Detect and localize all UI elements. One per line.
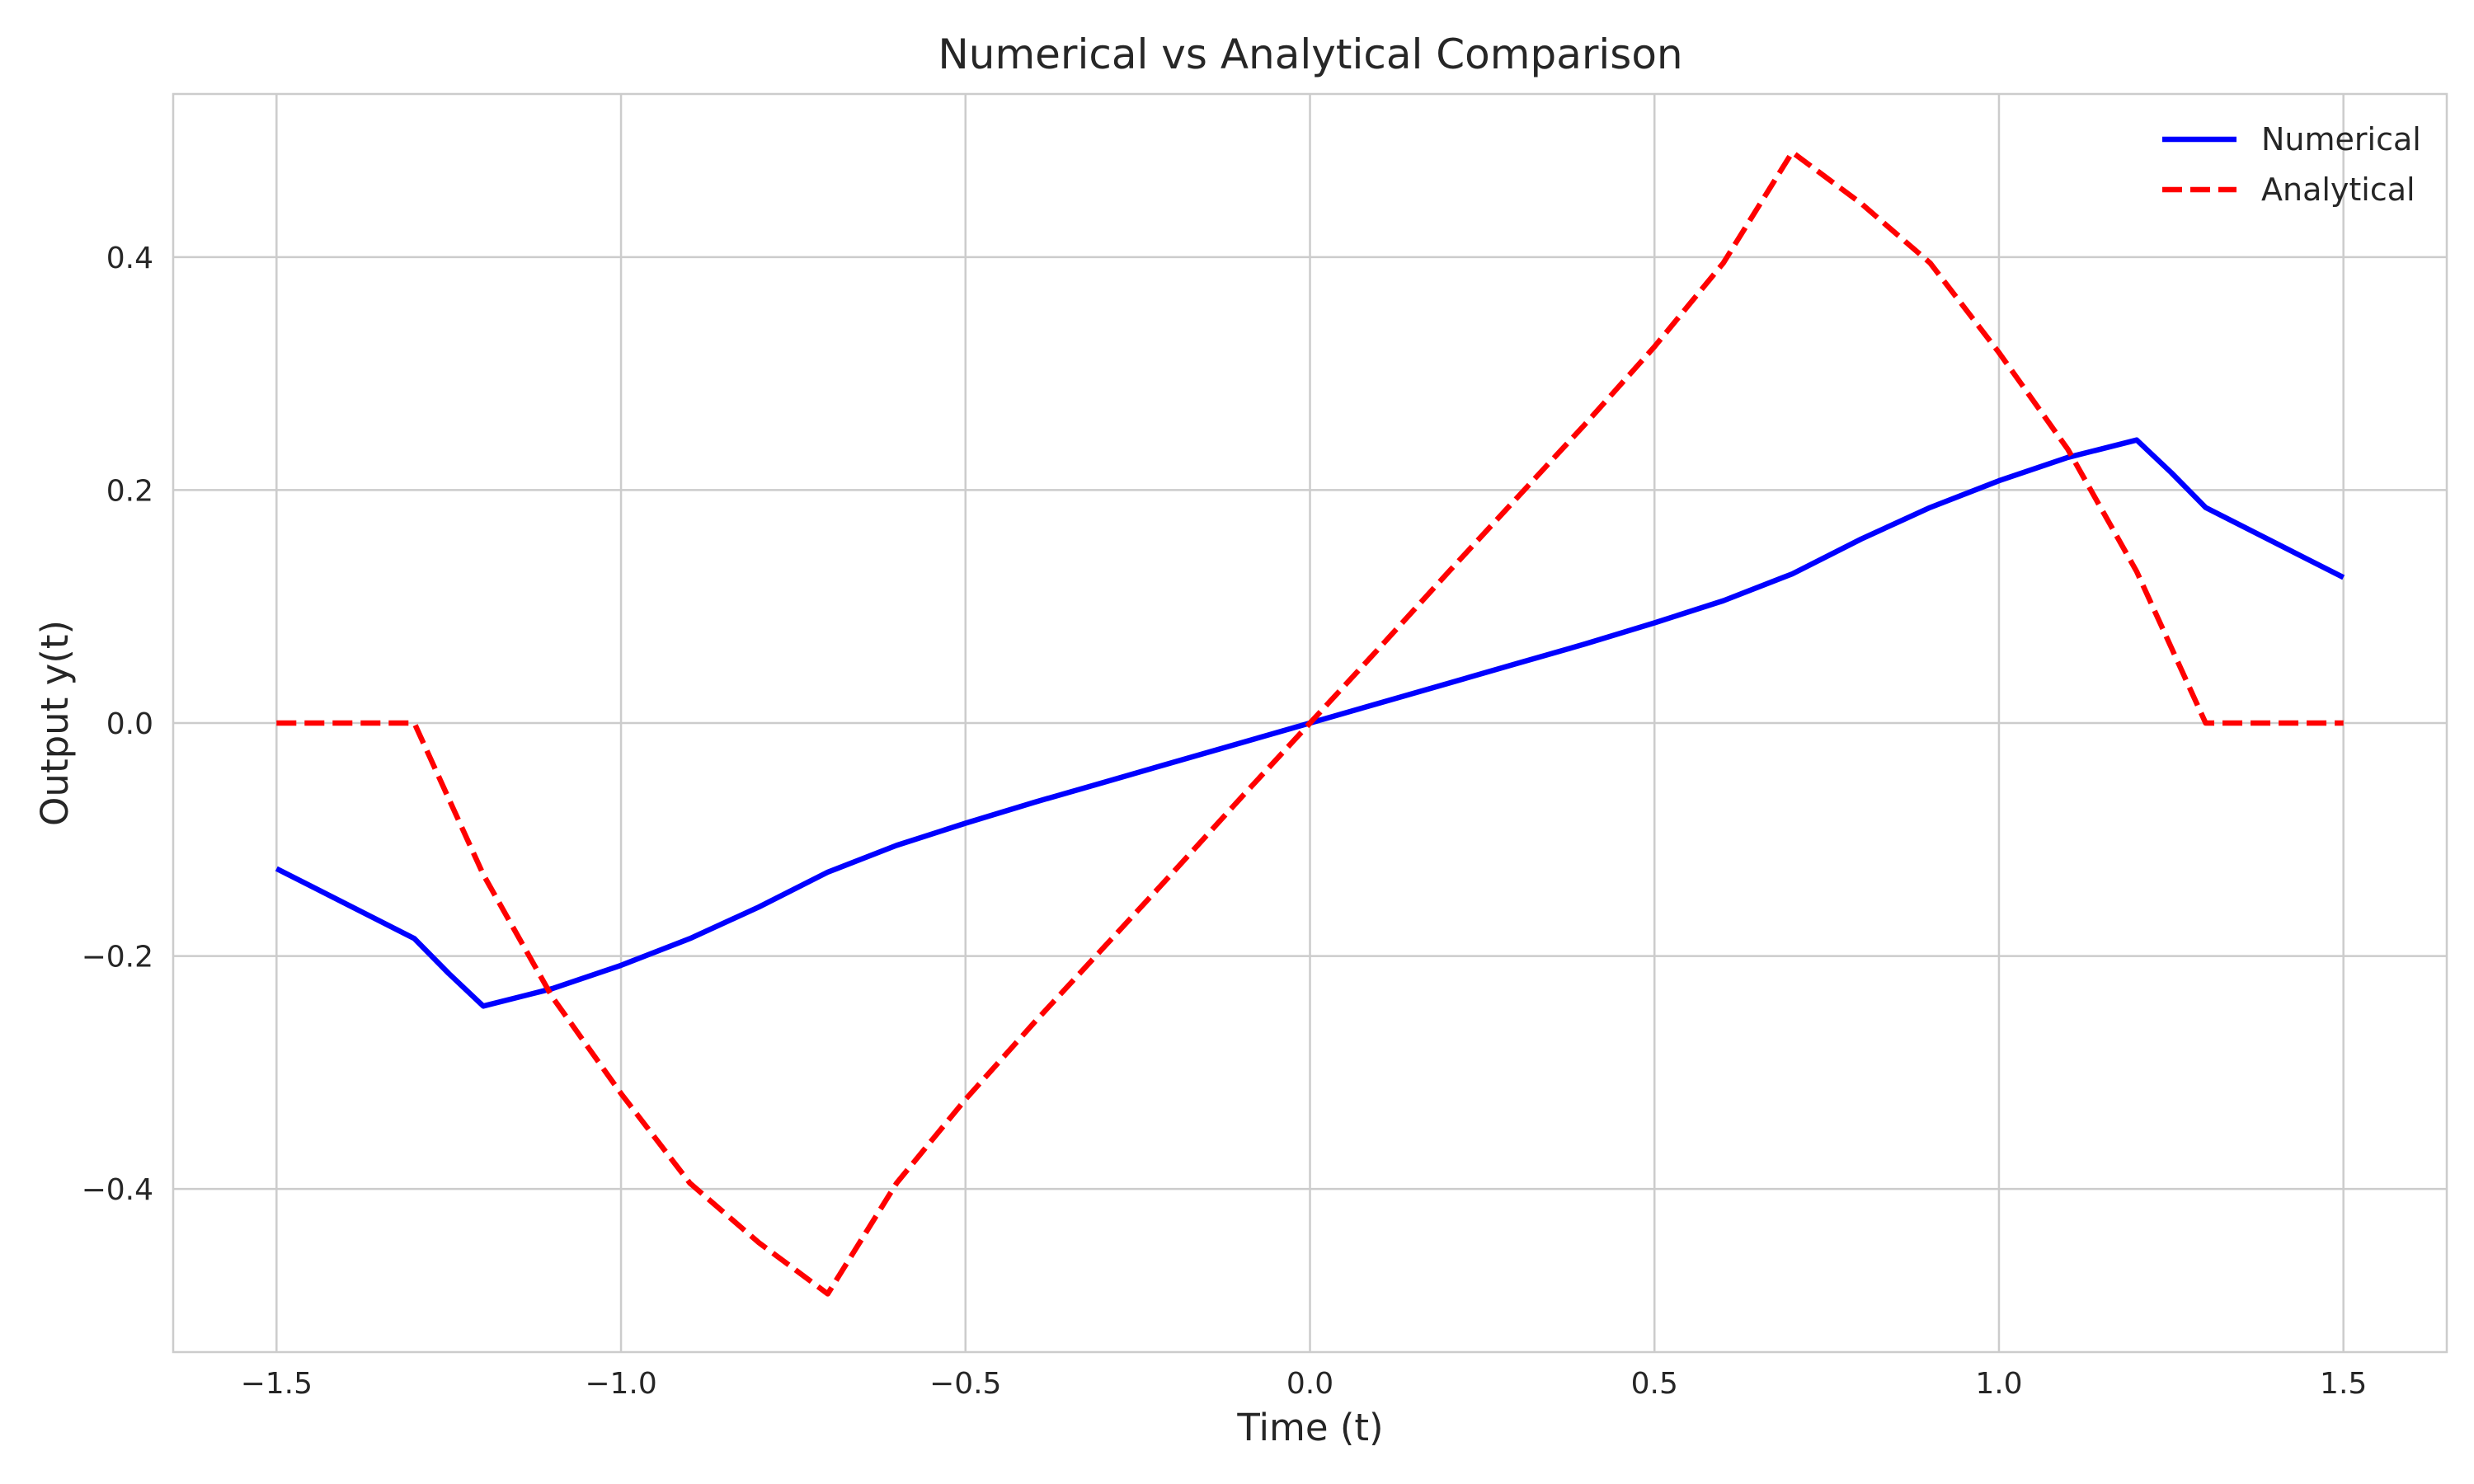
- x-tick-label: −0.5: [929, 1367, 1001, 1401]
- plot-frame: [172, 92, 2448, 1354]
- legend-label: Numerical: [2261, 121, 2421, 157]
- series-layer: [275, 149, 2345, 1297]
- x-tick-label: 0.0: [1286, 1367, 1333, 1401]
- x-tick-label: −1.5: [241, 1367, 313, 1401]
- y-tick-label: −0.2: [82, 941, 153, 974]
- x-tick-label: 1.0: [1975, 1367, 2022, 1401]
- grid: [173, 94, 2447, 1352]
- x-tick-label: −1.0: [585, 1367, 656, 1401]
- x-tick-label: 0.5: [1631, 1367, 1678, 1401]
- y-tick-label: 0.0: [106, 707, 153, 741]
- y-axis-label: Output y(t): [33, 620, 77, 826]
- y-axis-ticks: −0.4 −0.2 0.0 0.2 0.4: [82, 242, 153, 1207]
- y-tick-label: −0.4: [82, 1173, 153, 1207]
- x-axis-ticks: −1.5 −1.0 −0.5 0.0 0.5 1.0 1.5: [241, 1367, 2368, 1401]
- y-tick-label: 0.2: [106, 474, 153, 508]
- y-tick-label: 0.4: [106, 242, 153, 275]
- series-line-analytical: [276, 149, 2344, 1297]
- legend-label: Analytical: [2261, 171, 2415, 208]
- legend: Numerical Analytical: [2162, 121, 2421, 208]
- x-axis-label: Time (t): [1236, 1406, 1383, 1449]
- chart-title: Numerical vs Analytical Comparison: [938, 31, 1682, 78]
- x-tick-label: 1.5: [2320, 1367, 2367, 1401]
